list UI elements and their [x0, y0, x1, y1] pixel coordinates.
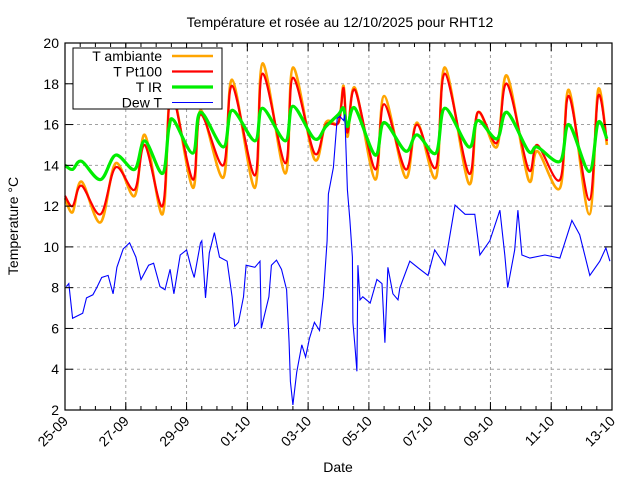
series-line-dew-t	[65, 114, 611, 405]
x-tick-label: 11-10	[521, 413, 557, 449]
y-tick-label: 8	[51, 280, 59, 296]
legend-label-t-ambiante: T ambiante	[92, 48, 162, 64]
x-axis-label: Date	[323, 459, 353, 475]
y-tick-label: 2	[51, 402, 59, 418]
series-line-t-ir	[64, 104, 609, 182]
y-tick-label: 10	[43, 239, 59, 255]
x-tick-label: 25-09	[34, 413, 71, 450]
y-tick-label: 16	[43, 117, 59, 133]
x-tick-label: 29-09	[156, 413, 193, 450]
x-tick-label: 13-10	[581, 413, 618, 450]
x-tick-label: 05-10	[338, 413, 375, 450]
x-tick-label: 01-10	[217, 413, 254, 450]
y-tick-label: 18	[43, 76, 59, 92]
legend-label-t-pt100: T Pt100	[113, 64, 162, 80]
y-axis-label: Temperature °C	[5, 177, 21, 275]
x-tick-label: 03-10	[278, 413, 315, 450]
y-tick-label: 6	[51, 320, 59, 336]
legend-label-t-ir: T IR	[136, 79, 162, 95]
legend-label-dew-t: Dew T	[122, 95, 163, 111]
x-tick-label: 07-10	[399, 413, 436, 450]
y-tick-label: 12	[43, 198, 59, 214]
y-tick-label: 4	[51, 361, 59, 377]
legend-box	[72, 47, 223, 110]
y-tick-label: 14	[43, 157, 59, 173]
x-tick-label: 27-09	[95, 413, 132, 450]
chart-title: Température et rosée au 12/10/2025 pour …	[187, 14, 494, 30]
x-tick-label: 09-10	[460, 413, 497, 450]
y-tick-label: 20	[43, 35, 59, 51]
series-lines	[63, 62, 611, 405]
